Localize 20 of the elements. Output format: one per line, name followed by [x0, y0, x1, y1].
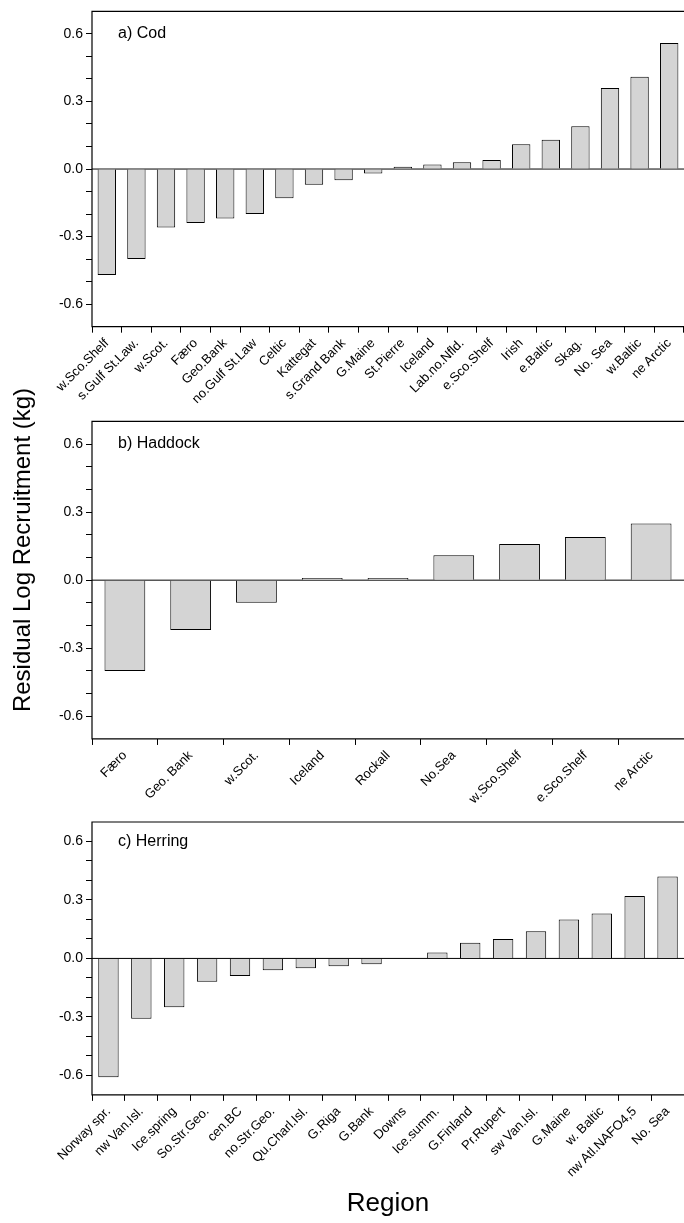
y-tick-label: 0.3 [63, 502, 84, 519]
y-tick-label: 0.6 [63, 24, 84, 41]
y-tick-label: 0.3 [63, 92, 84, 109]
y-tick-label: 0.0 [63, 949, 84, 966]
y-tick-label: -0.6 [58, 1066, 84, 1083]
y-tick-label: -0.3 [58, 639, 84, 656]
text: b) Haddock [118, 434, 201, 452]
text: a) Cod [118, 24, 167, 42]
y-tick-label: -0.6 [58, 295, 84, 312]
y-axis-title: Residual Log Recruitment (kg) [8, 387, 36, 713]
text: c) Herring [118, 831, 189, 849]
y-tick-label: -0.6 [58, 707, 84, 724]
x-axis-title: Region [346, 1186, 430, 1217]
y-tick-label: 0.6 [63, 434, 84, 451]
y-tick-label: 0.0 [63, 159, 84, 176]
y-tick-label: 0.3 [63, 890, 84, 907]
y-tick-label: -0.3 [58, 227, 84, 244]
y-tick-label: 0.0 [63, 571, 84, 588]
y-tick-label: -0.3 [58, 1007, 84, 1024]
y-tick-label: 0.6 [63, 832, 84, 849]
